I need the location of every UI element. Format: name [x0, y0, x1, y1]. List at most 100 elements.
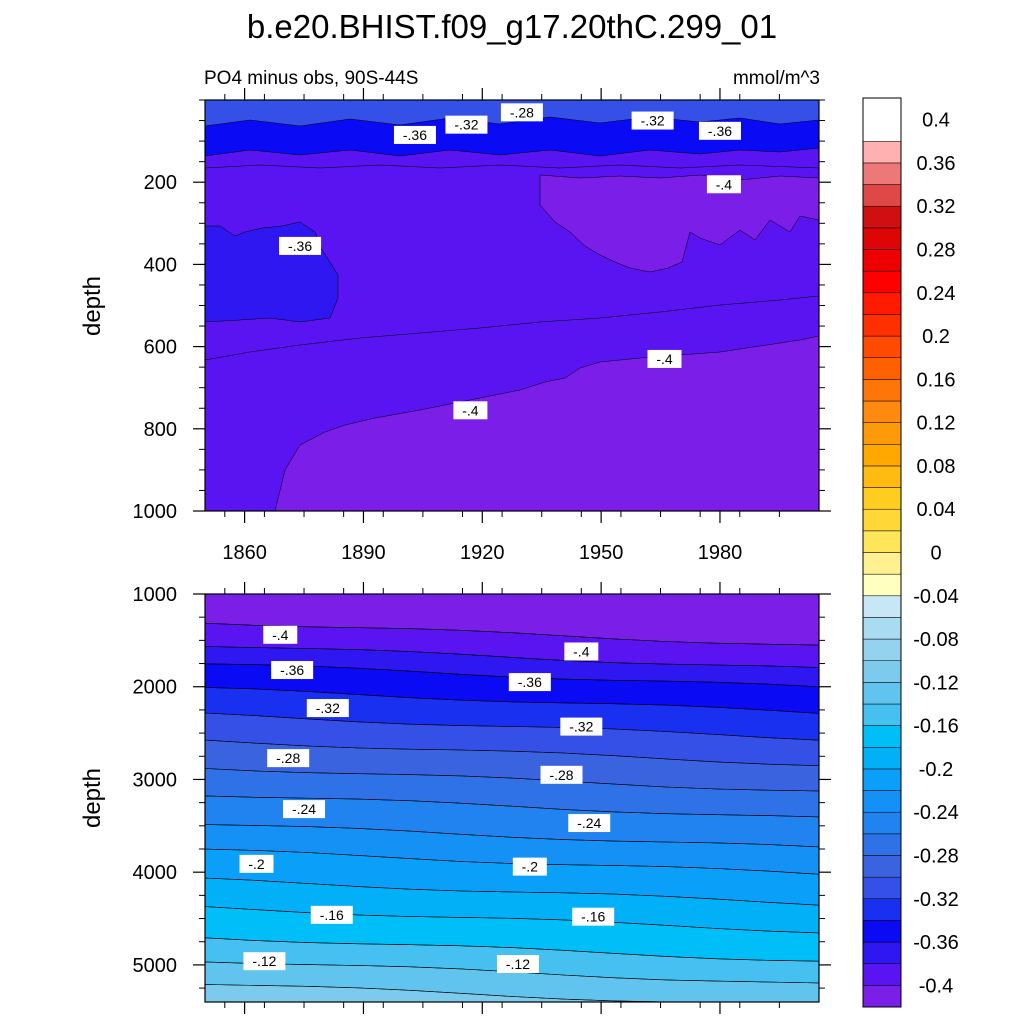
y-tick-label: 5000: [133, 955, 178, 977]
contour-label-bg: [453, 401, 488, 420]
y-tick-label: 800: [144, 419, 177, 441]
colorbar-swatch: [862, 400, 902, 423]
colorbar-swatch: [862, 768, 902, 791]
contour-label-text: -.16: [581, 909, 605, 925]
contour-label-bg: [283, 800, 326, 819]
contour-label: -.32: [445, 115, 488, 134]
contour-label-bg: [496, 954, 539, 973]
contour-label: -.32: [560, 717, 603, 736]
contour-label-bg: [508, 673, 551, 692]
colorbar-swatch: [862, 530, 902, 553]
colorbar-swatch: [862, 682, 902, 705]
colorbar-tick-label: 0.08: [917, 456, 956, 478]
lower-contour-line: [205, 984, 686, 1002]
colorbar-tick-label: -0.2: [919, 759, 953, 781]
lower-contour-line: [205, 687, 819, 714]
y-tick-label: 1000: [133, 584, 178, 606]
colorbar-swatch: [862, 703, 902, 726]
x-tick-label: 1980: [698, 542, 743, 564]
contour-label: -.4: [564, 642, 599, 661]
colorbar-swatch: [862, 162, 902, 185]
contour-label: -.36: [508, 673, 551, 692]
chart-subtitle: PO4 minus obs, 90S-44S: [204, 68, 418, 89]
colorbar-tick-label: 0.04: [917, 499, 956, 521]
chart-title: b.e20.BHIST.f09_g17.20thC.299_01: [247, 8, 777, 45]
lower-y-axis-label: depth: [79, 768, 106, 828]
colorbar-swatch: [862, 920, 902, 943]
contour-label: -.12: [243, 952, 286, 971]
colorbar-tick-label: -0.32: [913, 889, 959, 911]
colorbar-swatch: [862, 487, 902, 510]
colorbar-swatch: [862, 444, 902, 467]
contour-label: -.28: [500, 103, 543, 122]
contour-label: -.2: [512, 857, 547, 876]
contour-label-text: -.36: [518, 674, 542, 690]
colorbar-tick-label: -0.36: [913, 932, 959, 954]
colorbar-swatch: [862, 508, 902, 532]
contour-label-text: -.28: [510, 104, 534, 120]
contour-label: -.36: [279, 236, 322, 255]
contour-label-text: -.4: [716, 176, 733, 192]
contour-label-text: -.36: [288, 238, 312, 254]
upper-contour-line: [205, 164, 819, 169]
contour-label: -.4: [453, 401, 488, 420]
colorbar-swatch: [862, 270, 902, 294]
contour-label-text: -.4: [573, 643, 590, 659]
colorbar-tick-label: -0.28: [913, 846, 959, 868]
contour-label-bg: [500, 103, 543, 122]
y-tick-label: 600: [144, 337, 177, 359]
colorbar-tick-label: 0.36: [917, 153, 956, 175]
upper-contour-line: [205, 295, 819, 361]
lower-contour-line: [205, 622, 819, 646]
contour-label-bg: [267, 749, 310, 768]
colorbar-swatch: [862, 833, 902, 856]
lower-contour-line: [205, 768, 819, 792]
contour-label-text: -.36: [280, 662, 304, 678]
contour-label: -.32: [306, 699, 349, 718]
colorbar-swatch: [862, 314, 902, 337]
colorbar-swatch: [862, 465, 902, 488]
lower-contour-line: [205, 712, 819, 741]
y-tick-label: 2000: [133, 677, 178, 699]
contour-label-bg: [512, 857, 547, 876]
lower-contour-line: [205, 824, 819, 848]
colorbar-swatch: [862, 335, 902, 358]
colorbar-swatch: [862, 790, 902, 813]
contour-label-text: -.4: [656, 351, 673, 367]
contour-label-text: -.4: [462, 402, 479, 418]
colorbar-tick-label: 0.28: [917, 240, 956, 262]
contour-label: -.28: [540, 765, 583, 784]
colorbar-tick-label: -0.24: [913, 802, 959, 824]
contour-label: -.32: [631, 111, 674, 130]
contour-label-text: -.12: [506, 956, 530, 972]
colorbar-swatch: [862, 422, 902, 445]
contour-label-bg: [698, 121, 741, 140]
contour-label-bg: [239, 854, 274, 873]
contour-label: -.4: [263, 625, 298, 644]
upper-y-axis-label: depth: [79, 276, 106, 336]
colorbar-swatch: [862, 552, 902, 575]
colorbar-swatch: [862, 941, 902, 964]
contour-label: -.36: [698, 121, 741, 140]
contour-label-bg: [560, 717, 603, 736]
contour-label: -.4: [706, 175, 741, 194]
contour-label-text: -.16: [320, 907, 344, 923]
contour-label: -.24: [283, 800, 326, 819]
colorbar-swatch: [862, 638, 902, 661]
lower-contour-line: [205, 848, 819, 875]
colorbar-swatch: [862, 855, 902, 878]
contour-label-text: -.4: [272, 627, 289, 643]
contour-label-text: -.32: [641, 113, 665, 129]
contour-label-bg: [568, 814, 611, 833]
colorbar-swatch: [862, 227, 902, 250]
colorbar-frame: [862, 97, 902, 1008]
colorbar-swatch: [862, 573, 902, 597]
colorbar-tick-label: -0.08: [913, 629, 959, 651]
colorbar-swatch: [862, 660, 902, 683]
contour-label-bg: [540, 765, 583, 784]
colorbar-swatch: [862, 876, 902, 900]
colorbar-swatch: [862, 184, 902, 207]
upper-contour-labels: -.28 -.32 -.32 -.36 -.36 -.4 -.36 -.4 -.4: [279, 103, 741, 420]
lower-contour-line: [205, 646, 819, 668]
